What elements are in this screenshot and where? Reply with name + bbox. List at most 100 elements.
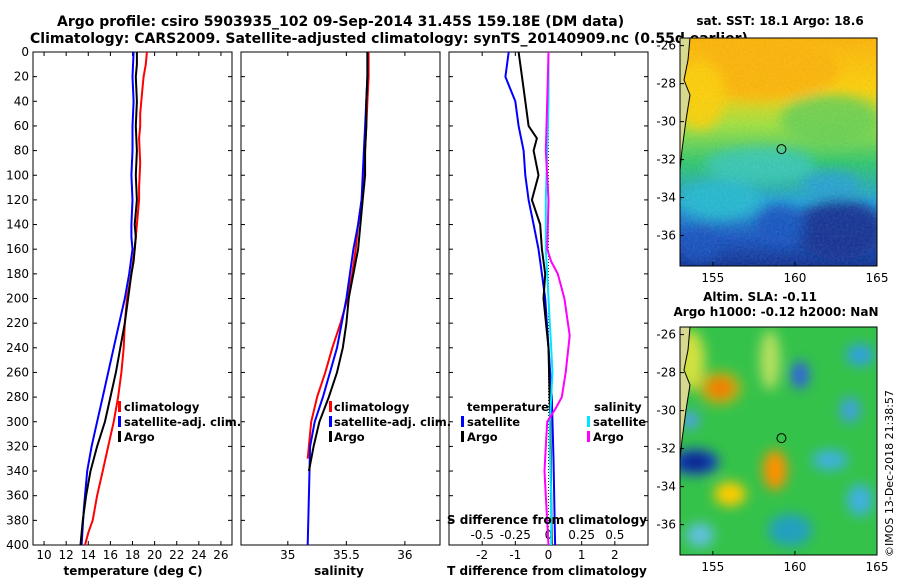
series-line-climatology — [84, 51, 148, 546]
series-line-satellite-adj-clim- — [80, 51, 135, 546]
figure-title-line1: Argo profile: csiro 5903935_102 09-Sep-2… — [57, 14, 624, 30]
difference-profile-panel: -2 -1 0 1 2-0.5 -0.25 0 0.25 0.5 S difference fr… — [447, 51, 649, 578]
legend-swatch-t-satellite — [461, 416, 464, 427]
map-x-tick-label: 160 — [783, 271, 806, 285]
legend-swatch-argo — [118, 431, 121, 442]
legend-label-climatology: climatology — [334, 400, 410, 414]
y-tick-label: 120 — [6, 193, 29, 207]
y-tick-label: 140 — [6, 218, 29, 232]
difference-legend-temperature: temperature satellite Argo — [461, 400, 549, 444]
difference-series-lines — [504, 51, 571, 546]
sla-map-frame — [679, 326, 878, 556]
map-y-tick-label: -26 — [656, 39, 676, 53]
map-y-tick-label: -28 — [656, 77, 676, 91]
temperature-x-ticks: 10 12 14 16 18 20 22 24 26 — [36, 52, 229, 562]
y-tick-label: 180 — [6, 267, 29, 281]
y-tick-label: 80 — [14, 144, 29, 158]
x-tick-label: 10 — [36, 548, 51, 562]
legend-label-satellite-adj: satellite-adj. clim. — [334, 415, 451, 429]
legend-label-climatology: climatology — [124, 400, 200, 414]
difference-legend-salinity: salinity satellite Argo — [587, 400, 646, 444]
legend-heading-salinity: salinity — [594, 400, 642, 414]
x-tick-label: 24 — [191, 548, 206, 562]
legend-swatch-satellite-adj — [329, 416, 332, 427]
map-y-tick-label: -36 — [656, 229, 676, 243]
salinity-legend: climatology satellite-adj. clim. Argo — [329, 400, 451, 444]
y-tick-label: 240 — [6, 341, 29, 355]
x-tick-label: 2 — [611, 548, 619, 562]
x-tick-label: 18 — [125, 548, 140, 562]
x-tick-label: 12 — [59, 548, 74, 562]
imos-watermark: ©IMOS 13-Dec-2018 21:38:57 — [883, 390, 896, 557]
x-tick-label: 20 — [147, 548, 162, 562]
map-y-tick-label: -32 — [656, 153, 676, 167]
series-line-climatology — [306, 52, 370, 459]
y-tick-label: 60 — [14, 119, 29, 133]
map-y-tick-label: -34 — [656, 191, 676, 205]
map-y-tick-label: -28 — [656, 366, 676, 380]
x-tick-label: 35.5 — [333, 548, 360, 562]
legend-swatch-argo — [329, 431, 332, 442]
series-line-satellite-adj-clim- — [306, 52, 369, 546]
t-difference-xlabel: T difference from climatology — [447, 564, 647, 578]
y-tick-label: 340 — [6, 464, 29, 478]
legend-swatch-climatology — [118, 401, 121, 412]
sla-map-ticks: 155 160 165 -26 -28 -30 -32 -34 -36 — [656, 328, 888, 574]
salinity-axes-frame — [240, 51, 441, 546]
figure-title-line2: Climatology: CARS2009. Satellite-adjuste… — [30, 31, 748, 47]
legend-label-argo: Argo — [334, 430, 365, 444]
sst-map-ticks: 155 160 165 -26 -28 -30 -32 -34 -36 — [656, 39, 888, 285]
y-tick-label: 320 — [6, 439, 29, 453]
map-x-tick-label: 160 — [783, 560, 806, 574]
legend-heading-temperature: temperature — [467, 400, 549, 414]
legend-label-t-satellite: satellite — [467, 415, 520, 429]
sst-map-frame — [679, 37, 878, 267]
y-tick-label: 360 — [6, 489, 29, 503]
secondary-x-tick-label: -0.5 — [470, 528, 493, 542]
legend-label-s-argo: Argo — [593, 430, 624, 444]
y-tick-label: 300 — [6, 415, 29, 429]
secondary-x-tick-label: -0.25 — [500, 528, 531, 542]
series-line-t-satellite — [504, 51, 557, 546]
salinity-series-lines — [306, 52, 370, 546]
sst-map-panel: sat. SST: 18.1 Argo: 18.6 155 160 165 -26 -2… — [656, 14, 888, 285]
y-tick-label: 160 — [6, 242, 29, 256]
legend-swatch-s-satellite — [587, 416, 590, 427]
y-tick-label: 280 — [6, 390, 29, 404]
sla-argo-position-marker — [776, 433, 787, 444]
salinity-profile-panel: 35 35.5 36 salinity climatology satellite-… — [240, 51, 451, 578]
temperature-legend: climatology satellite-adj. clim. Argo — [118, 400, 241, 444]
temperature-xlabel: temperature (deg C) — [64, 564, 203, 578]
temperature-y-ticks: 0 20 40 60 80 100 120 140 160 180 200 220 240 260 280 3… — [6, 45, 648, 552]
series-line-t-argo — [517, 51, 553, 546]
legend-label-satellite-adj: satellite-adj. clim. — [124, 415, 241, 429]
legend-swatch-climatology — [329, 401, 332, 412]
temperature-profile-panel: 0204060801001201401601802002202402602803… — [6, 45, 648, 578]
y-tick-label: 20 — [14, 70, 29, 84]
salinity-x-ticks: 35 35.5 36 — [280, 52, 413, 562]
map-y-tick-label: -30 — [656, 115, 676, 129]
y-tick-label: 200 — [6, 292, 29, 306]
map-y-tick-label: -36 — [656, 518, 676, 532]
x-tick-label: 36 — [397, 548, 412, 562]
x-tick-label: 26 — [213, 548, 228, 562]
legend-swatch-s-argo — [587, 431, 590, 442]
x-tick-label: 14 — [81, 548, 96, 562]
y-tick-label: 40 — [14, 94, 29, 108]
x-tick-label: 16 — [103, 548, 118, 562]
sla-map-panel: Altim. SLA: -0.11 Argo h1000: -0.12 h200… — [656, 290, 888, 574]
y-tick-label: 220 — [6, 316, 29, 330]
secondary-x-tick-label: 0.25 — [568, 528, 595, 542]
map-y-tick-label: -34 — [656, 480, 676, 494]
map-x-tick-label: 165 — [866, 560, 889, 574]
legend-label-argo: Argo — [124, 430, 155, 444]
x-tick-label: 22 — [169, 548, 184, 562]
sla-field — [680, 327, 877, 555]
map-x-tick-label: 155 — [701, 271, 724, 285]
map-y-tick-label: -26 — [656, 328, 676, 342]
x-tick-label: 0 — [545, 548, 553, 562]
s-difference-label: S difference from climatology — [447, 513, 647, 527]
y-tick-label: 260 — [6, 365, 29, 379]
series-line-s-argo — [543, 51, 571, 546]
x-tick-label: 1 — [578, 548, 586, 562]
